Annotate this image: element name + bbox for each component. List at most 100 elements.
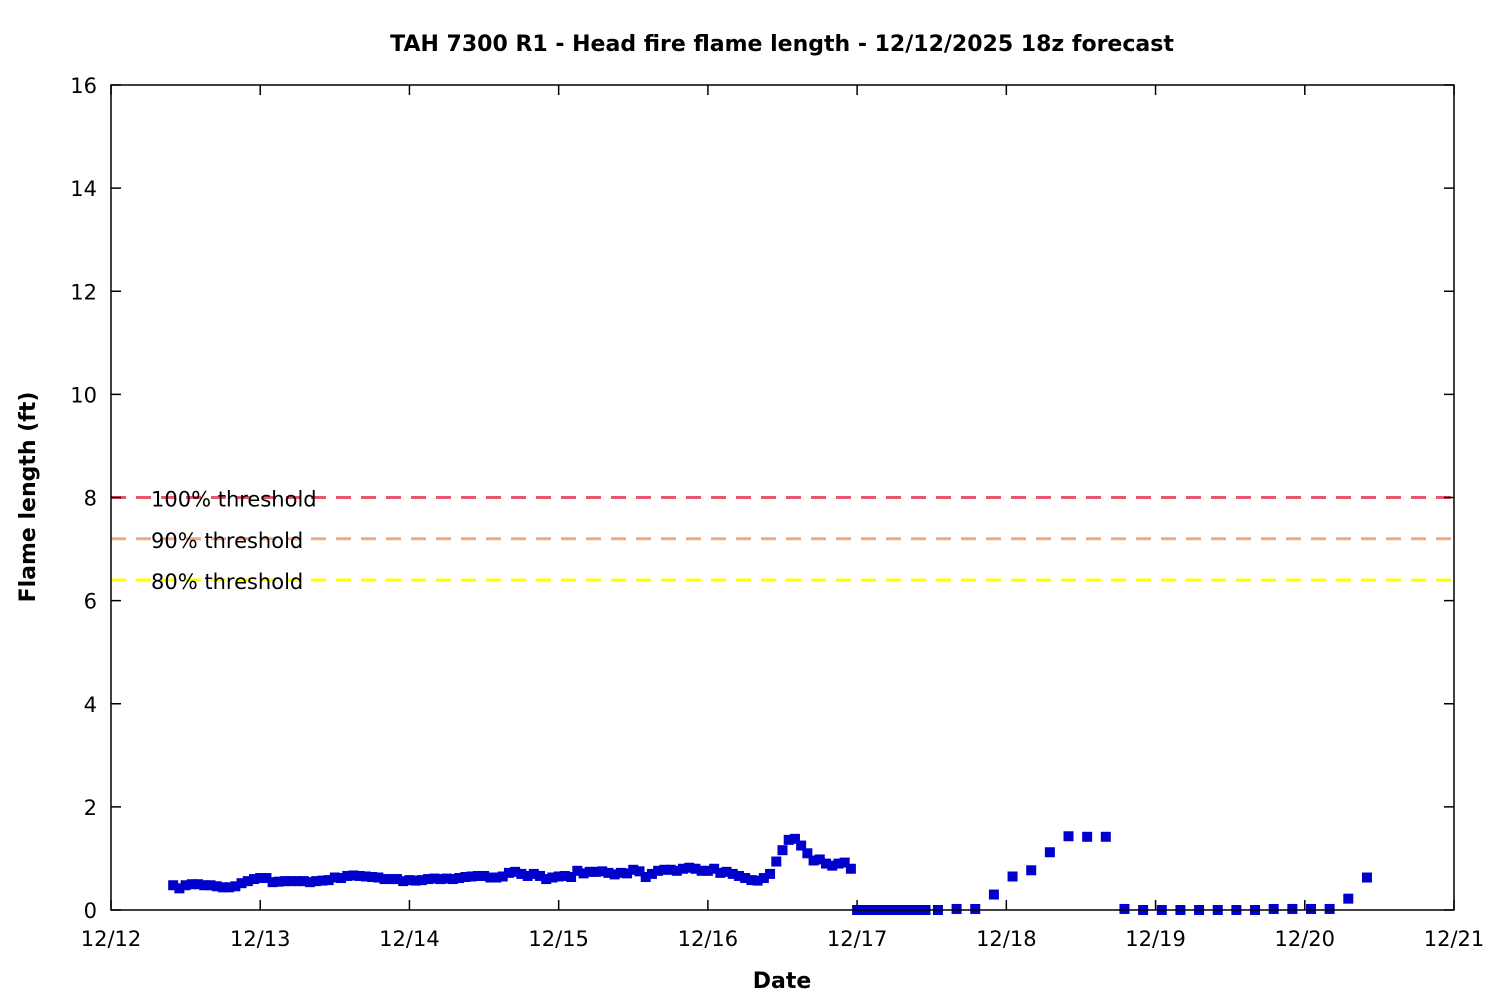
data-point	[541, 874, 552, 885]
data-point	[802, 848, 813, 859]
data-point	[236, 878, 247, 889]
data-point	[273, 876, 284, 887]
data-point	[205, 880, 216, 891]
data-point	[609, 869, 620, 880]
data-point	[814, 854, 825, 865]
data-point	[696, 865, 707, 876]
data-point	[317, 875, 328, 886]
data-point	[1026, 865, 1037, 876]
data-point	[311, 876, 322, 887]
data-point	[566, 872, 577, 882]
data-point	[261, 873, 272, 884]
legend-label: 100% threshold	[151, 488, 317, 512]
data-point	[217, 882, 228, 893]
data-point	[423, 874, 434, 885]
data-point	[398, 876, 409, 887]
data-point	[336, 873, 347, 884]
data-point	[733, 870, 744, 881]
data-point	[491, 872, 502, 883]
data-point	[466, 871, 477, 882]
data-point	[721, 866, 732, 877]
data-point	[765, 868, 776, 879]
data-point	[590, 866, 601, 877]
data-point	[777, 845, 788, 856]
data-point	[392, 874, 403, 885]
data-point	[584, 866, 595, 877]
data-point	[360, 871, 371, 882]
data-point	[485, 872, 496, 883]
data-point	[740, 873, 751, 884]
data-point	[230, 881, 241, 892]
data-point	[752, 875, 763, 886]
y-tick-label: 16	[70, 74, 97, 98]
data-point	[709, 863, 720, 874]
data-point	[547, 872, 558, 883]
data-point	[603, 867, 614, 878]
data-point	[441, 873, 452, 884]
x-tick-label: 12/12	[81, 927, 142, 951]
data-point	[211, 881, 222, 892]
data-point	[522, 870, 533, 881]
data-point	[342, 870, 353, 881]
x-tick-label: 12/18	[976, 927, 1037, 951]
data-point	[634, 866, 645, 877]
y-tick-label: 4	[84, 693, 97, 717]
data-point	[385, 874, 396, 885]
data-point	[702, 865, 713, 876]
data-point	[1082, 831, 1093, 842]
y-tick-label: 0	[84, 899, 97, 923]
data-point	[771, 856, 782, 867]
data-point	[249, 874, 260, 885]
axis-ticks: 12/12 12/13 12/14 12/15 12/16 12/17 12/18 12/19…	[70, 74, 1484, 951]
data-point	[678, 863, 689, 874]
data-point	[168, 880, 179, 891]
data-point	[808, 855, 819, 866]
data-point	[298, 876, 309, 887]
y-tick-label: 14	[70, 177, 97, 201]
data-point	[497, 871, 508, 882]
data-point	[472, 870, 483, 881]
data-point	[684, 862, 695, 873]
data-point	[535, 870, 546, 881]
data-point	[988, 889, 999, 900]
data-point	[789, 833, 800, 844]
data-point	[640, 872, 651, 882]
data-point	[578, 868, 589, 879]
legend-label: 80% threshold	[151, 570, 303, 594]
data-point	[354, 870, 365, 881]
y-tick-label: 2	[84, 796, 97, 820]
data-point	[410, 875, 421, 886]
data-point	[329, 872, 340, 883]
data-point	[1119, 903, 1130, 914]
legend: 100% threshold 90% threshold 80% threshold	[151, 488, 317, 595]
data-point	[460, 872, 471, 882]
data-point	[821, 858, 832, 869]
data-point	[323, 875, 334, 886]
data-point	[255, 873, 266, 884]
data-point	[839, 857, 850, 868]
x-tick-label: 12/21	[1424, 927, 1485, 951]
y-tick-label: 6	[84, 590, 97, 614]
data-point	[622, 868, 633, 879]
data-point	[690, 863, 701, 874]
data-point	[783, 834, 794, 845]
data-point	[435, 874, 446, 885]
data-point	[447, 874, 458, 885]
data-point	[1100, 831, 1111, 842]
x-tick-label: 12/20	[1275, 927, 1336, 951]
data-point	[373, 872, 384, 883]
data-point	[379, 874, 390, 885]
data-point	[479, 870, 490, 881]
data-point	[1007, 871, 1018, 882]
data-point	[646, 868, 657, 879]
data-point	[1063, 831, 1074, 842]
y-tick-label: 12	[70, 280, 97, 304]
data-point	[180, 880, 191, 891]
data-point	[286, 876, 297, 887]
data-point	[528, 868, 539, 879]
data-point	[615, 867, 626, 878]
data-point	[653, 865, 664, 876]
data-point	[1044, 847, 1055, 858]
data-points	[168, 831, 1372, 915]
